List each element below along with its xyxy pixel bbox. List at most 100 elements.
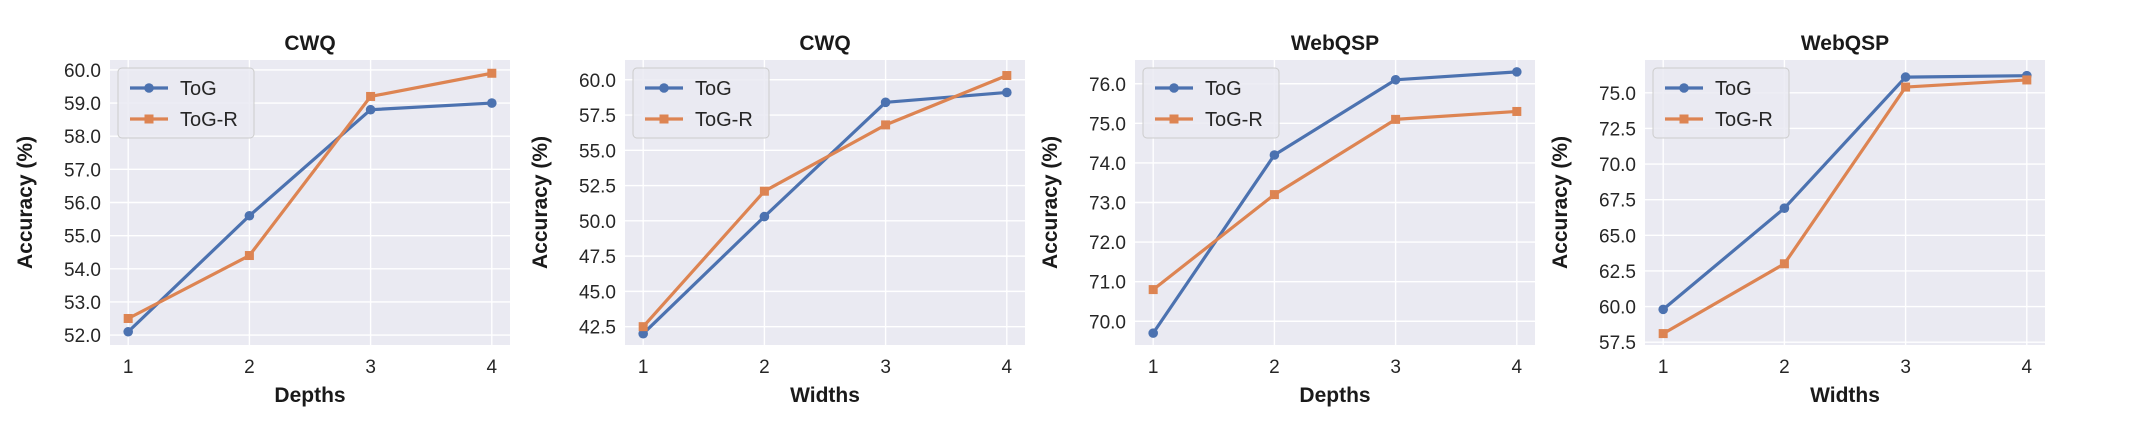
data-point [1269,150,1280,160]
chart-title: WebQSP [1291,32,1379,55]
x-tick-label: 3 [365,357,376,378]
y-tick-label: 42.5 [579,318,616,339]
y-tick-label: 72.5 [1599,119,1636,140]
data-point [638,328,648,339]
y-tick-label: 57.5 [579,106,616,127]
legend-marker [1169,83,1179,93]
data-point [244,210,255,221]
data-point [1779,203,1790,213]
chart-4: 57.5 60.0 62.5 65.0 67.5 70.0 72.5 75.0 1 2 3 4 WebQ… [1549,32,2045,407]
data-point [1148,285,1158,295]
data-point [1002,71,1012,81]
data-point [880,97,891,108]
legend-marker [1169,114,1179,124]
y-tick-label: 65.0 [1599,226,1636,247]
data-point [2022,75,2032,85]
chart-3: 70.0 71.0 72.0 73.0 74.0 75.0 76.0 1 2 3 4 WebQSP De… [1039,32,1535,407]
x-tick-label: 1 [1658,357,1669,378]
legend: ToG ToG-R [632,67,770,139]
y-tick-label: 47.5 [579,247,616,268]
data-point [638,322,648,332]
x-axis-label: Depths [274,384,345,407]
y-tick-label: 73.0 [1089,194,1126,215]
series-line [126,71,494,321]
data-point [123,313,133,323]
y-tick-label: 52.0 [64,326,101,347]
chart-title: CWQ [799,32,850,55]
x-tick-label: 1 [638,357,649,378]
data-point [1390,74,1401,85]
data-point [881,120,891,130]
y-tick-label: 60.0 [64,61,101,82]
x-tick-label: 1 [123,357,134,378]
y-tick-label: 56.0 [64,194,101,215]
x-axis-label: Widths [1810,384,1880,407]
y-tick-label: 60.0 [1599,298,1636,319]
chart-title: CWQ [284,32,335,55]
data-point [487,68,497,78]
series-tog [123,98,497,337]
x-tick-label: 4 [1002,357,1013,378]
y-tick-label: 62.5 [1599,262,1636,283]
y-axis-label: Accuracy (%) [529,136,552,269]
data-point [487,98,497,108]
x-axis-label: Widths [790,384,860,407]
y-tick-label: 55.0 [64,227,101,248]
data-point [1391,114,1401,124]
legend-label: ToG-R [1715,109,1773,131]
legend-label: ToG-R [180,109,238,131]
series-tog-r [638,71,1012,332]
data-point [1512,106,1522,116]
data-point [1901,82,1911,92]
series-tog-r [1148,106,1522,295]
y-tick-label: 75.0 [1089,114,1126,135]
series-tog [1658,70,2032,315]
legend-marker [659,114,669,124]
legend-label: ToG [1205,78,1242,100]
chart-1: 52.0 53.0 54.0 55.0 56.0 57.0 58.0 59.0 60.0 1 2 3 4… [14,32,510,407]
x-tick-label: 2 [759,357,770,378]
data-point [123,326,133,337]
data-point [1512,67,1522,77]
series-tog-r [123,68,497,323]
series-line [126,101,494,334]
x-axis-label: Depths [1299,384,1370,407]
y-axis-label: Accuracy (%) [1039,136,1062,269]
y-tick-label: 70.0 [1089,312,1126,333]
x-tick-label: 4 [2022,357,2033,378]
x-tick-label: 2 [1779,357,1790,378]
legend-marker [144,83,154,93]
data-point [759,186,769,196]
data-point [1658,329,1668,339]
y-tick-label: 45.0 [579,282,616,303]
x-tick-label: 1 [1148,357,1159,378]
y-tick-label: 71.0 [1089,273,1126,294]
y-tick-label: 52.5 [579,177,616,198]
chart-2: 42.5 45.0 47.5 50.0 52.5 55.0 57.5 60.0 1 2 3 4 CWQ W… [529,32,1025,407]
legend-label: ToG-R [695,109,753,131]
legend: ToG ToG-R [1652,67,1790,139]
y-tick-label: 58.0 [64,127,101,148]
x-tick-label: 2 [244,357,255,378]
legend-label: ToG [1715,78,1752,100]
legend-label: ToG-R [1205,109,1263,131]
legend-marker [1679,114,1689,124]
y-axis-label: Accuracy (%) [14,136,37,269]
y-tick-label: 74.0 [1089,154,1126,175]
x-tick-label: 3 [880,357,891,378]
y-tick-label: 50.0 [579,212,616,233]
y-tick-label: 70.0 [1599,155,1636,176]
y-tick-label: 57.0 [64,160,101,181]
x-tick-label: 2 [1269,357,1280,378]
data-point [1779,259,1789,269]
y-tick-label: 55.0 [579,141,616,162]
data-point [244,251,254,261]
x-tick-label: 4 [1512,357,1523,378]
y-tick-label: 54.0 [64,260,101,281]
data-point [1900,72,1911,82]
series-tog-r [1658,75,2032,339]
y-tick-label: 72.0 [1089,233,1126,254]
series-line [641,73,1009,329]
series-line [1661,74,2029,311]
